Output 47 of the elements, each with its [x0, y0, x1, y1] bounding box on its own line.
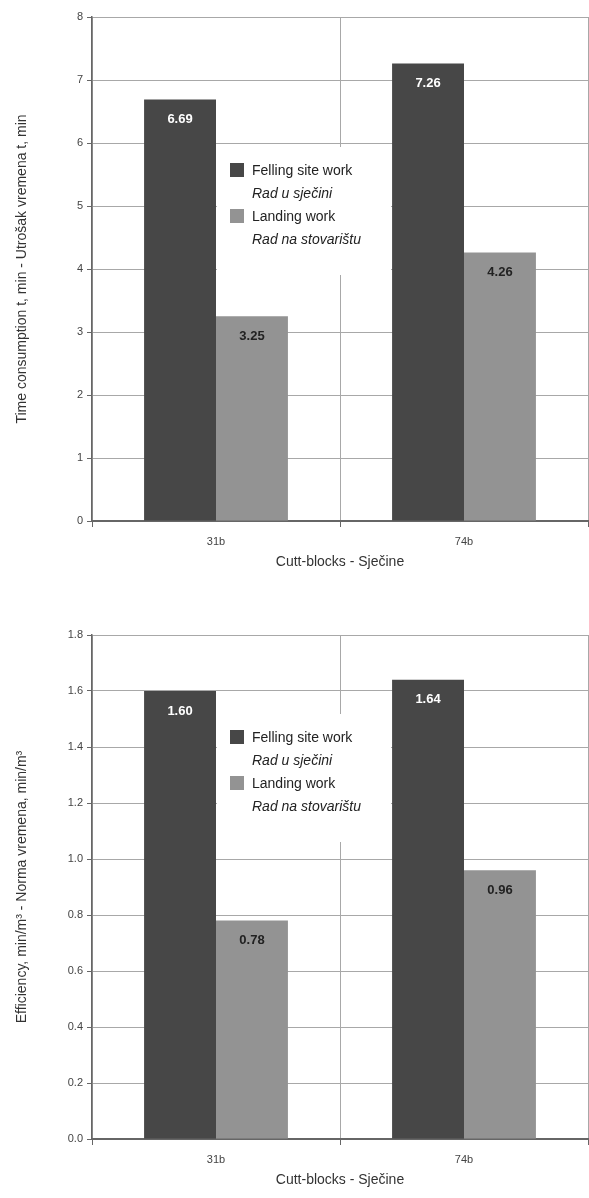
y-tick-label: 0.0 [67, 1132, 83, 1145]
y-tick-label: 6 [76, 136, 83, 149]
y-tick-label: 1.6 [67, 684, 83, 697]
y-tick-label: 4 [76, 262, 83, 275]
x-tick-label: 31b [206, 534, 226, 547]
y-tick-label: 5 [76, 199, 83, 212]
bar [144, 691, 216, 1139]
data-label: 7.26 [415, 75, 441, 91]
bar [464, 252, 536, 521]
y-axis-title: Efficiency, min/m³ - Norma vremena, min/m³ [13, 750, 30, 1024]
data-label: 0.96 [487, 881, 513, 897]
y-tick-label: 1 [76, 451, 83, 464]
y-tick-label: 1.2 [67, 796, 83, 809]
y-axis-title: Time consumption t, min - Utrošak vremena t, min [13, 114, 30, 424]
y-tick-label: 0.4 [67, 1020, 83, 1033]
bar [464, 870, 536, 1139]
x-tick-label: 31b [206, 1152, 226, 1165]
legend-label: Landing work Rad na stovarištu [252, 774, 361, 817]
bar [216, 316, 288, 521]
data-label: 4.26 [487, 264, 513, 280]
y-tick-label: 7 [76, 73, 83, 86]
bar [392, 63, 464, 521]
bar [392, 679, 464, 1139]
legend-label: Felling site work Rad u sječini [252, 161, 353, 204]
y-tick-label: 0.6 [67, 964, 83, 977]
data-label: 0.78 [239, 932, 265, 948]
y-tick-label: 1.0 [67, 852, 83, 865]
legend-label: Felling site work Rad u sječini [252, 728, 353, 771]
data-label: 3.25 [239, 327, 265, 343]
y-tick-label: 0.2 [67, 1076, 83, 1089]
x-axis-title: Cutt-blocks - Sječine [275, 553, 405, 570]
bar [144, 99, 216, 521]
y-tick-label: 8 [76, 10, 83, 23]
bar [216, 920, 288, 1139]
y-tick-label: 2 [76, 388, 83, 401]
y-tick-label: 3 [76, 325, 83, 338]
y-tick-label: 0.8 [67, 908, 83, 921]
legend-label: Landing work Rad na stovarištu [252, 207, 361, 250]
x-tick-label: 74b [454, 1152, 474, 1165]
y-tick-label: 1.4 [67, 740, 83, 753]
x-axis-title: Cutt-blocks - Sječine [275, 1171, 405, 1188]
data-label: 1.60 [167, 702, 193, 718]
x-tick-label: 74b [454, 534, 474, 547]
y-tick-label: 0 [76, 514, 83, 527]
y-tick-label: 1.8 [67, 628, 83, 641]
data-label: 1.64 [415, 691, 442, 707]
data-label: 6.69 [167, 111, 193, 127]
